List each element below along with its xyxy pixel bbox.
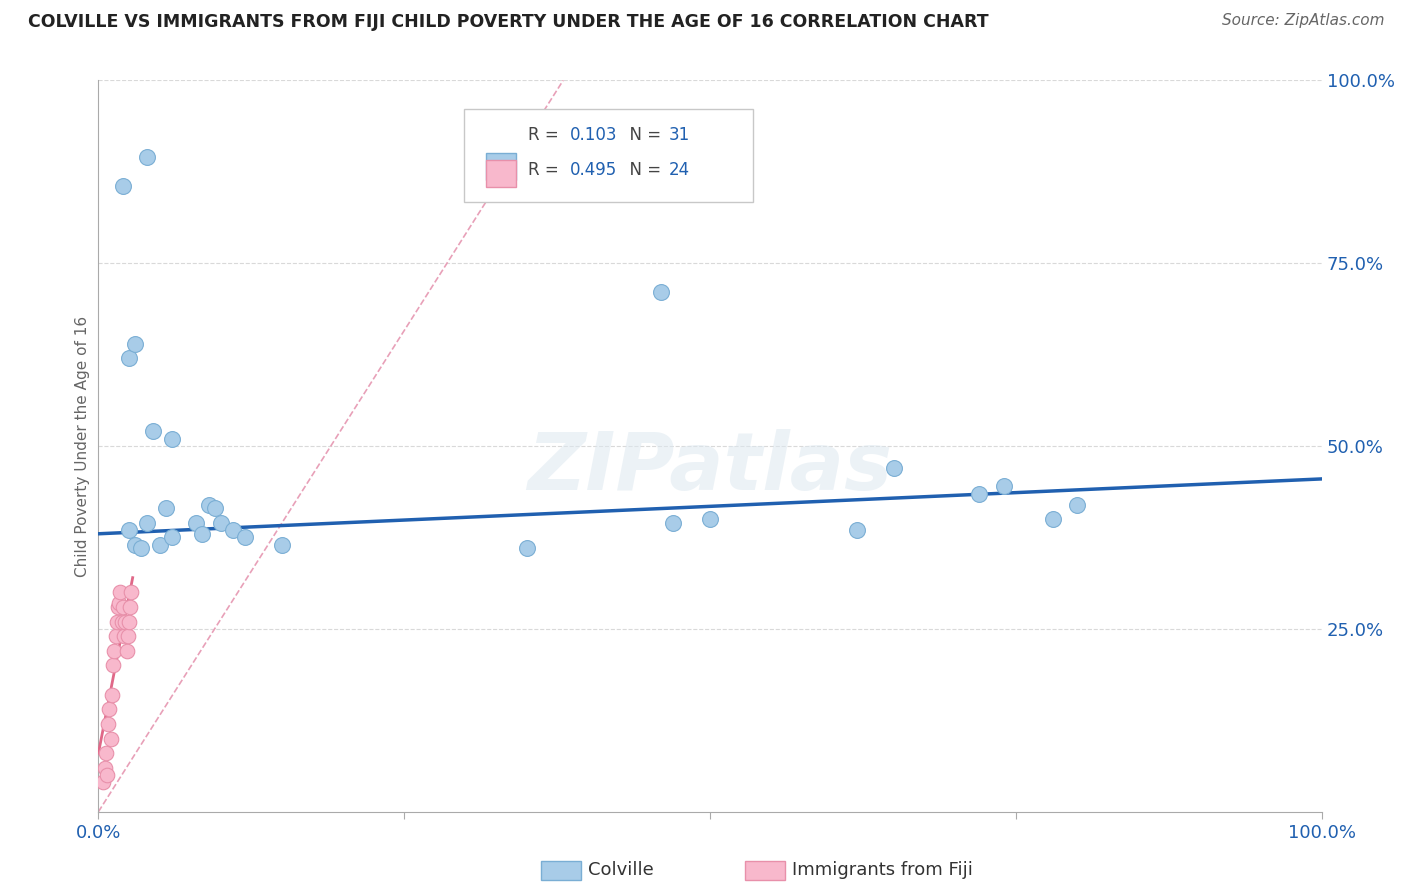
Point xyxy=(118,351,141,366)
Point xyxy=(883,461,905,475)
Text: 0.495: 0.495 xyxy=(569,161,617,179)
Point xyxy=(112,629,135,643)
Point xyxy=(110,585,132,599)
Text: R =: R = xyxy=(527,126,564,144)
Point xyxy=(160,432,183,446)
Point xyxy=(967,486,990,500)
Point xyxy=(124,336,146,351)
Point xyxy=(650,285,672,300)
Point xyxy=(104,629,127,643)
Point xyxy=(1066,498,1088,512)
Point xyxy=(124,538,146,552)
Point xyxy=(136,516,159,530)
Point xyxy=(111,179,134,194)
Point xyxy=(115,644,138,658)
Point xyxy=(100,731,122,746)
Text: N =: N = xyxy=(619,126,666,144)
Point xyxy=(1042,512,1064,526)
Point xyxy=(101,658,124,673)
Point xyxy=(155,501,177,516)
Point xyxy=(96,768,118,782)
Point xyxy=(136,150,159,164)
Text: Colville: Colville xyxy=(588,861,654,879)
Point xyxy=(105,615,128,629)
Point xyxy=(97,717,120,731)
Point xyxy=(845,523,868,537)
Text: COLVILLE VS IMMIGRANTS FROM FIJI CHILD POVERTY UNDER THE AGE OF 16 CORRELATION C: COLVILLE VS IMMIGRANTS FROM FIJI CHILD P… xyxy=(28,13,988,31)
Text: N =: N = xyxy=(619,161,666,179)
Point xyxy=(160,530,183,544)
Point xyxy=(118,615,141,629)
Text: R =: R = xyxy=(527,161,564,179)
Point xyxy=(699,512,721,526)
Point xyxy=(117,629,139,643)
Point xyxy=(233,530,256,544)
Point xyxy=(222,523,245,537)
Text: 24: 24 xyxy=(668,161,689,179)
Point xyxy=(108,596,131,610)
Point xyxy=(993,479,1015,493)
Point xyxy=(191,526,214,541)
Point xyxy=(515,541,537,556)
Point xyxy=(120,599,142,614)
Point xyxy=(103,644,125,658)
Point xyxy=(93,761,115,775)
Point xyxy=(270,538,294,552)
Point xyxy=(120,585,142,599)
Point xyxy=(186,516,208,530)
Point xyxy=(142,425,165,439)
Point xyxy=(204,501,226,516)
Point xyxy=(101,688,124,702)
Point xyxy=(111,599,134,614)
Point xyxy=(662,516,685,530)
Point xyxy=(98,702,121,716)
Point xyxy=(91,775,114,789)
Y-axis label: Child Poverty Under the Age of 16: Child Poverty Under the Age of 16 xyxy=(75,316,90,576)
Text: Source: ZipAtlas.com: Source: ZipAtlas.com xyxy=(1222,13,1385,29)
Point xyxy=(118,523,141,537)
Text: Immigrants from Fiji: Immigrants from Fiji xyxy=(792,861,973,879)
Point xyxy=(107,599,129,614)
Point xyxy=(94,746,117,760)
Text: 0.103: 0.103 xyxy=(569,126,617,144)
Text: ZIPatlas: ZIPatlas xyxy=(527,429,893,507)
Point xyxy=(129,541,152,556)
Point xyxy=(197,498,219,512)
Text: 31: 31 xyxy=(668,126,689,144)
Point xyxy=(149,538,172,552)
Point xyxy=(114,615,136,629)
Point xyxy=(209,516,232,530)
Point xyxy=(111,615,134,629)
